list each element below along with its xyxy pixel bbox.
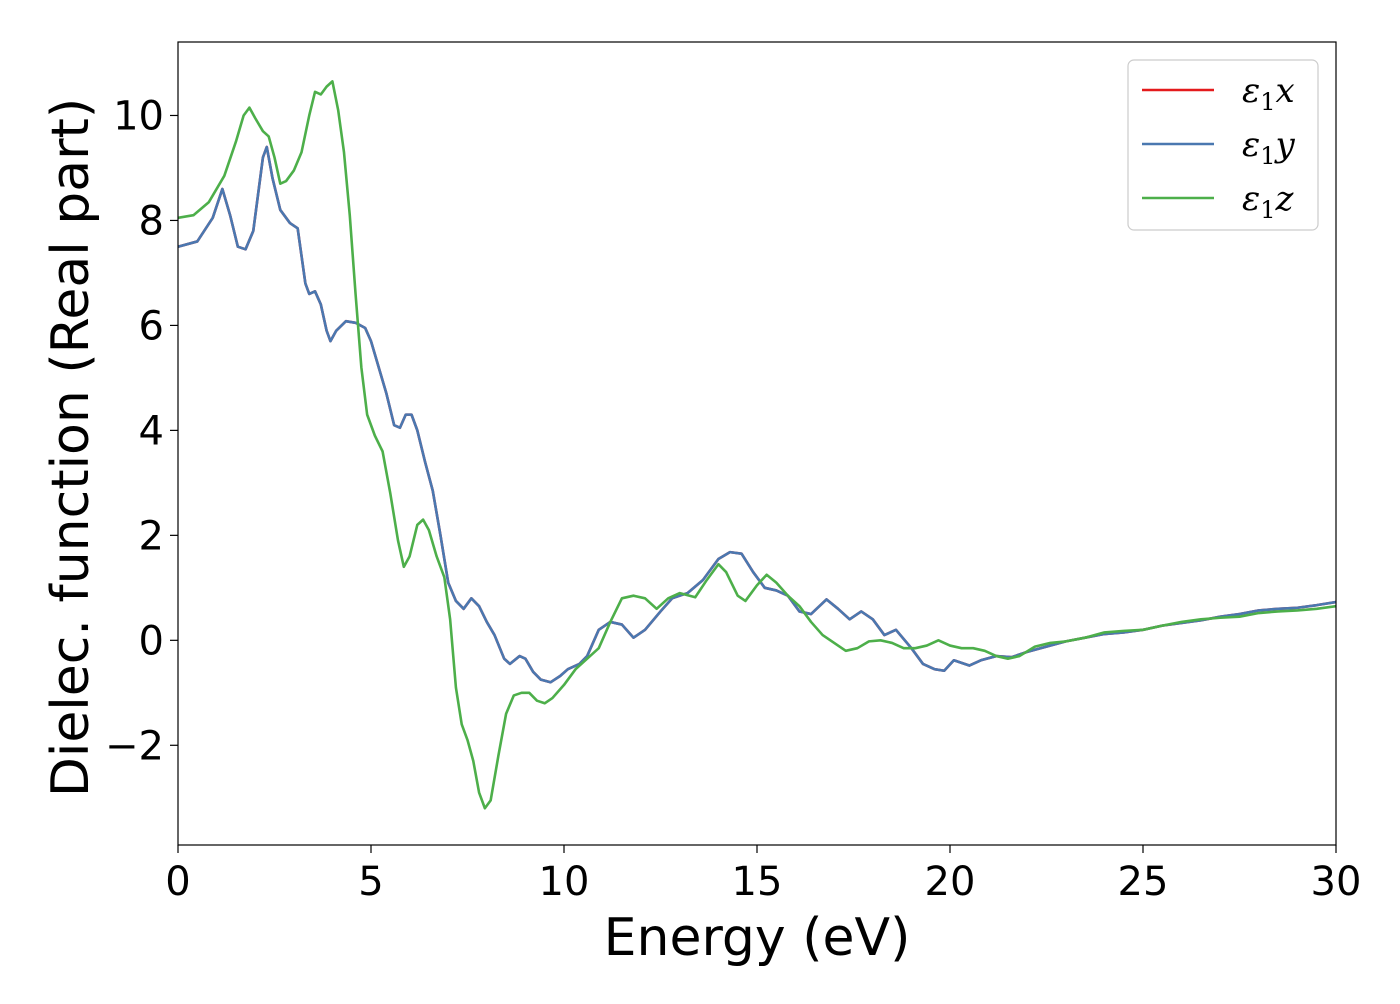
y-axis-title: Dielec. function (Real part) xyxy=(41,98,101,797)
legend-label-z: ε1z xyxy=(1242,179,1295,224)
y-tick-label: 4 xyxy=(139,408,164,454)
series-line-y xyxy=(178,145,1336,684)
x-tick-label: 25 xyxy=(1118,859,1169,905)
x-tick-label: 10 xyxy=(539,859,590,905)
series-layer xyxy=(178,80,1336,810)
legend-label-x: ε1x xyxy=(1242,71,1295,116)
y-tick-label: 0 xyxy=(139,618,164,664)
legend-box xyxy=(1127,59,1319,231)
y-tick-label: 6 xyxy=(139,303,164,349)
x-tick-label: 15 xyxy=(732,859,783,905)
x-axis-title: Energy (eV) xyxy=(604,908,911,968)
x-axis: 0 5 10 15 20 25 30 xyxy=(165,845,1361,905)
y-tick-label: 8 xyxy=(139,198,164,244)
y-axis: −2 0 2 4 6 8 10 xyxy=(105,93,178,769)
y-tick-label: 10 xyxy=(113,93,164,139)
series-line-z xyxy=(178,80,1336,810)
x-tick-label: 20 xyxy=(925,859,976,905)
y-tick-label: −2 xyxy=(105,723,164,769)
x-tick-label: 0 xyxy=(165,859,190,905)
legend: ε1x ε1y ε1z xyxy=(1127,59,1319,231)
x-tick-label: 5 xyxy=(358,859,383,905)
y-tick-label: 2 xyxy=(139,513,164,559)
legend-label-y: ε1y xyxy=(1242,125,1296,170)
x-tick-label: 30 xyxy=(1311,859,1362,905)
